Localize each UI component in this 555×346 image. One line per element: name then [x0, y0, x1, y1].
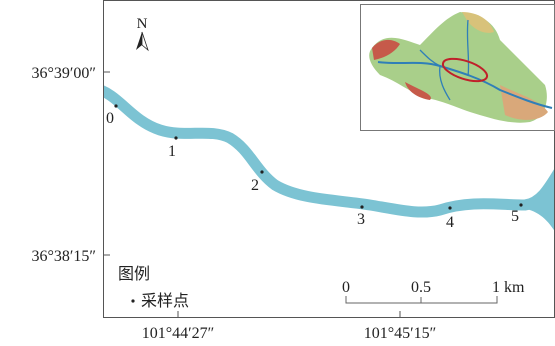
scale-label: 1 km: [492, 279, 525, 296]
page: {"map": { "north": "N", "lat_labels": ["…: [0, 0, 555, 346]
sample-dot: [448, 206, 451, 209]
sample-dot: [174, 136, 177, 139]
sample-label: 3: [357, 211, 365, 228]
sample-label: 1: [168, 143, 176, 160]
lat-label: 36°38′15″: [31, 248, 96, 265]
scale-label: 0.5: [411, 279, 431, 296]
sample-label: 0: [106, 110, 114, 127]
legend-dot: [131, 299, 134, 302]
scale-label: 0: [342, 279, 350, 296]
lon-label: 101°44′27″: [142, 325, 215, 342]
sample-dot: [519, 203, 522, 206]
lat-label: 36°39′00″: [31, 65, 96, 82]
inset-map: [361, 5, 555, 131]
map: 36°39′00″ 36°38′15″ 101°44′27″ 101°45′15…: [0, 0, 555, 346]
sample-dot: [360, 205, 363, 208]
sample-dot: [260, 170, 263, 173]
sample-label: 2: [251, 177, 259, 194]
lon-label: 101°45′15″: [364, 325, 437, 342]
legend-item: 采样点: [141, 292, 189, 310]
legend-title: 图例: [118, 265, 150, 283]
sample-label: 5: [511, 208, 519, 225]
sample-dot: [114, 104, 117, 107]
north-label: N: [137, 16, 148, 32]
sample-label: 4: [446, 214, 454, 231]
